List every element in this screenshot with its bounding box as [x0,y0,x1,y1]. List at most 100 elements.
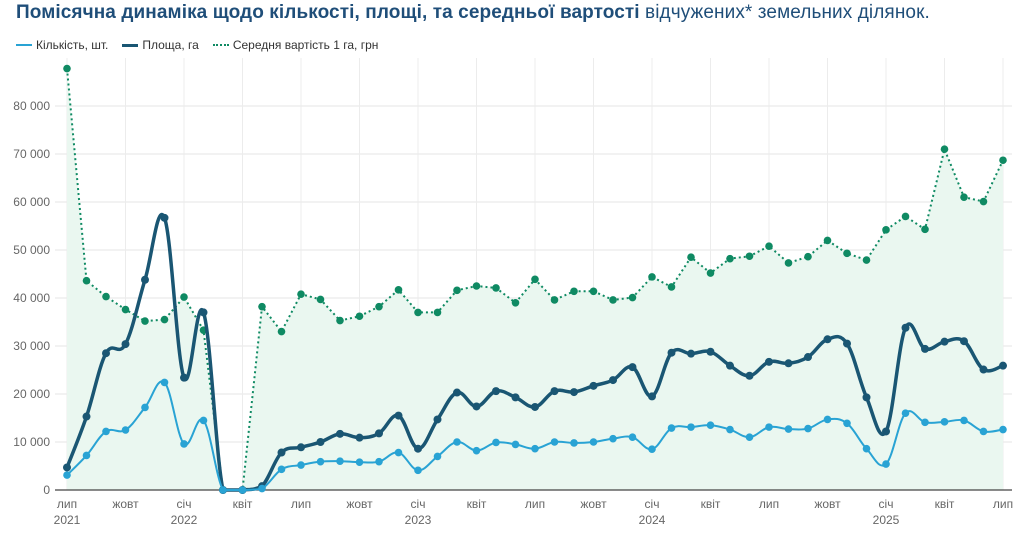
count-point [121,426,130,434]
price-point [706,269,715,277]
chart-title: Помісячна динаміка щодо кількості, площі… [16,2,930,24]
area-point [63,463,71,472]
x-tick-year: 2025 [873,513,900,527]
price-point [570,287,578,296]
x-tick-label: січ [411,497,426,511]
x-tick-label: жовт [814,497,841,511]
price-point [901,212,910,221]
count-point [921,418,929,427]
title-regular: відчужених* земельних ділянок. [639,2,930,23]
count-point [141,403,149,412]
count-point [687,423,695,431]
count-point [375,457,383,466]
legend-item-price[interactable]: Середня вартість 1 га, грн [212,38,379,52]
price-point [531,275,539,284]
y-tick-label: 60 000 [13,195,50,209]
price-point [375,302,383,311]
area-point [999,361,1007,370]
y-tick-label: 70 000 [13,147,50,161]
area-point [199,308,208,317]
area-point [180,373,188,382]
price-point [550,296,559,304]
legend-item-area[interactable]: Площа, га [122,38,199,52]
area-point [414,444,422,453]
area-point [550,387,559,396]
area-point [823,335,832,344]
legend-swatch [212,44,229,46]
count-point [394,448,403,457]
legend-item-count[interactable]: Кількість, шт. [16,38,108,52]
count-point [258,484,266,493]
area-point [745,371,754,380]
area-point [628,363,637,372]
count-point [862,444,871,453]
x-tick-label: січ [645,497,660,511]
price-point [921,225,929,234]
title-bold: Помісячна динаміка щодо кількості, площі… [16,2,640,23]
area-point [862,393,871,402]
area-point [102,349,110,358]
area-point [726,361,734,370]
price-point [745,252,754,261]
price-point [433,308,442,317]
price-point [804,252,812,261]
area-point [960,337,968,346]
area-point [804,353,812,362]
count-point [609,434,617,443]
x-tick-label: лип [57,497,77,511]
count-point [297,461,305,469]
x-tick-label: жовт [580,497,607,511]
area-point [453,388,461,397]
count-point [492,438,500,447]
price-point [511,299,520,307]
count-point [219,486,227,494]
price-point [492,284,500,292]
area-point [531,402,539,411]
count-point [589,438,598,446]
count-point [628,433,637,442]
count-point [706,421,715,430]
price-point [160,315,169,324]
y-tick-label: 40 000 [13,291,50,305]
price-point [784,259,793,267]
area-point [160,213,169,222]
price-point [277,327,286,336]
area-point [940,337,949,346]
area-point [336,429,344,438]
price-point [979,197,988,206]
count-point [82,451,91,460]
count-point [999,425,1007,434]
price-point [823,236,832,245]
area-point [882,427,890,436]
count-point [979,427,988,436]
x-tick-year: 2024 [639,513,666,527]
count-point [823,415,832,424]
price-point [63,64,71,73]
price-point [102,292,110,301]
price-point [687,253,695,261]
area-point [706,347,715,356]
area-point [901,323,910,332]
count-point [472,446,481,455]
x-tick-label: лип [759,497,779,511]
legend-swatch [122,43,139,47]
area-point [316,438,325,446]
price-point [121,305,130,314]
x-tick-label: жовт [112,497,139,511]
area-point [843,339,851,348]
x-tick-label: жовт [346,497,373,511]
count-point [180,440,188,448]
count-point [102,427,110,436]
area-point [277,448,286,457]
price-point [648,273,656,281]
legend-label: Середня вартість 1 га, грн [232,38,379,52]
price-point [336,316,344,325]
price-point [843,249,851,258]
price-point [765,242,773,250]
area-point [667,348,676,357]
count-point [63,471,71,479]
price-point [297,290,305,298]
area-point [375,429,383,438]
x-tick-label: лип [291,497,311,511]
